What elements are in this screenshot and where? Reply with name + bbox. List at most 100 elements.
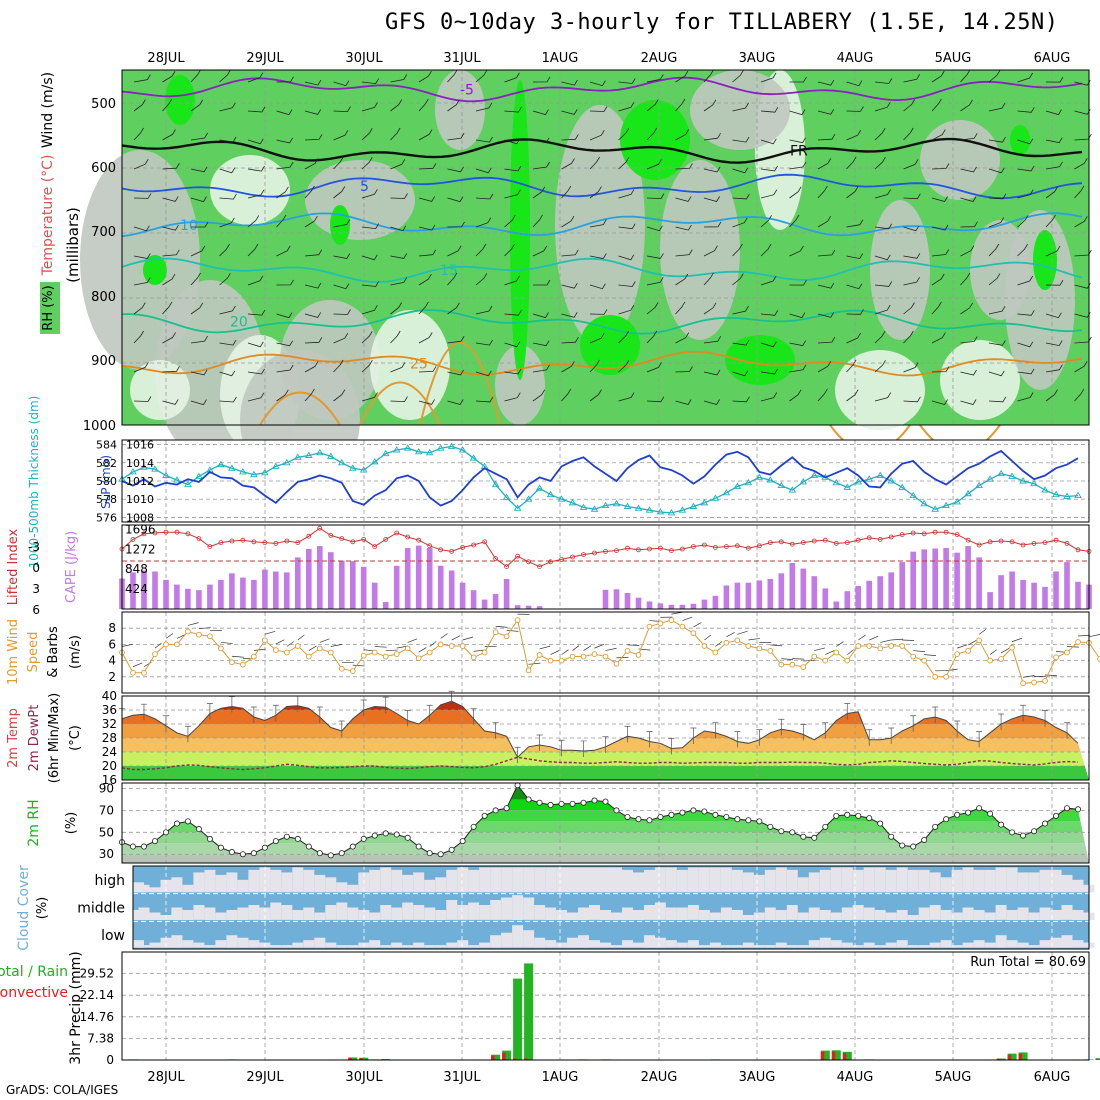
wind-barb (532, 214, 543, 228)
date-label-top: 1AUG (542, 51, 579, 66)
wind-barb (589, 359, 600, 373)
cloud-cell-high (654, 867, 666, 893)
wind-speed-marker (251, 653, 257, 660)
wind-speed-marker (426, 649, 433, 656)
cloud-cell-low (1028, 945, 1040, 948)
wind-barb (133, 193, 152, 199)
wind-barb (589, 389, 602, 402)
lifted-index-marker (493, 556, 499, 561)
cloud-cell-low (687, 940, 699, 948)
wind-barb (304, 337, 323, 344)
lifted-index-marker (405, 534, 411, 540)
rh-bright-patch (1010, 125, 1030, 155)
wind-speed-marker (877, 645, 884, 652)
wind-barb (618, 189, 635, 199)
lifted-index-marker (416, 537, 422, 543)
cloud-cell-high (347, 884, 359, 893)
cape-bar (943, 548, 949, 609)
cloud-cell-low (380, 945, 392, 948)
rh-patch (690, 70, 790, 150)
wind-barb (304, 185, 315, 199)
wind-barb (789, 279, 807, 286)
legend-rh-swatch (40, 282, 60, 334)
cloud-cell-low (918, 945, 930, 948)
temperature-tick-label: 32 (102, 717, 117, 731)
cloud-cell-low (402, 945, 414, 948)
cape-bar (877, 576, 883, 609)
wind-barb (276, 340, 293, 347)
wind-barb (646, 362, 662, 373)
credit-label: GrADS: COLA/IGES (6, 1083, 119, 1097)
rh2m-marker (723, 813, 730, 820)
lifted-index-marker (822, 537, 828, 543)
wind-speed-marker (569, 653, 576, 660)
date-label-bottom: 6AUG (1034, 1070, 1071, 1085)
lifted-index-marker (712, 545, 718, 550)
temperature-axis-label-line4: (°C) (68, 725, 83, 751)
wind-barb (276, 214, 287, 228)
wind-barb-10m (1011, 637, 1023, 642)
rh2m-marker (140, 843, 147, 850)
rh2m-marker (525, 796, 532, 803)
cape-bar (459, 582, 466, 609)
wind-barb (760, 138, 777, 145)
lifted-index-axis-label: Lifted Index (6, 528, 21, 605)
wind-barb (618, 223, 636, 230)
lifted-index-marker (141, 531, 147, 537)
rh2m-marker (789, 829, 796, 836)
precip-convective-bar (1018, 1053, 1023, 1060)
cloud-cell-low (413, 942, 425, 948)
cape-bar (229, 573, 235, 609)
cape-bar (284, 572, 290, 609)
cloud-cell-middle (885, 912, 897, 920)
cloud-cell-high (160, 879, 172, 893)
wind-barb (732, 136, 750, 143)
lifted-index-marker (427, 543, 433, 549)
cloud-cell-high (589, 867, 600, 893)
cloud-cell-middle (951, 912, 963, 920)
wind-barb (1074, 158, 1088, 170)
wind-barb (589, 283, 606, 290)
wind-barb (589, 186, 602, 199)
wind-speed-marker (866, 643, 873, 649)
cloud-cell-low (215, 940, 227, 948)
wind-barb (960, 336, 978, 344)
cloud-cell-low (731, 945, 743, 948)
cloud-cell-low (171, 935, 183, 948)
wind-barb (1045, 245, 1061, 257)
wind-barb (190, 69, 201, 83)
cloud-cell-middle (479, 905, 491, 920)
cloud-cell-middle (896, 910, 908, 920)
cape-bar (514, 605, 521, 609)
minmax-errorbar (976, 731, 983, 748)
wind-barb (162, 332, 176, 344)
cloud-cell-low (611, 945, 622, 948)
precip-total-bar (524, 963, 534, 1060)
wind-barb (390, 362, 406, 373)
wind-speed-marker (185, 628, 191, 635)
wind-speed-marker (591, 651, 598, 657)
rh2m-marker (811, 834, 818, 841)
cape-bar (339, 560, 345, 609)
cloud-cell-middle (490, 900, 502, 920)
precip-convective-bar (524, 1058, 528, 1060)
cloud-cell-low (270, 945, 282, 948)
minmax-errorbar (932, 706, 939, 723)
wind-barb (1017, 189, 1034, 199)
cloud-cell-low (885, 942, 897, 948)
wind-barb (418, 224, 436, 231)
wind-barb (960, 369, 977, 376)
wind-barb-10m (297, 634, 305, 641)
wind-barb (304, 282, 322, 289)
wind-barb (276, 109, 293, 116)
wind-barb (732, 273, 744, 286)
date-label-bottom: 31JUL (443, 1070, 481, 1085)
wind-barb (447, 69, 458, 83)
temperature-axis-label-line2: 2m DewPt (27, 705, 42, 772)
wind-barb (760, 165, 778, 172)
date-label-bottom: 30JUL (345, 1070, 383, 1085)
cloud-cell-middle (468, 902, 480, 920)
wind-barb (361, 359, 373, 373)
lifted-index-marker (240, 537, 246, 543)
cloud-cell-middle (446, 900, 458, 920)
